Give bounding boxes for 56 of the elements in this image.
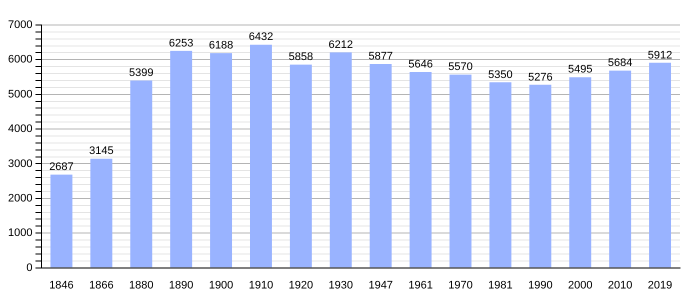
data-label: 5399: [129, 67, 154, 80]
bar: [170, 50, 192, 268]
y-tick-label: 0: [26, 262, 32, 274]
y-tick-label: 3000: [8, 158, 32, 170]
x-tick-label: 1961: [408, 279, 433, 292]
y-tick-label: 2000: [8, 192, 32, 204]
bar: [330, 52, 352, 268]
bar: [649, 62, 672, 268]
x-tick-label: 1866: [89, 279, 114, 292]
bar: [410, 72, 432, 268]
bar: [569, 77, 592, 268]
x-tick-label: 2010: [608, 279, 632, 292]
bar: [130, 80, 152, 268]
bar: [210, 53, 232, 268]
data-label: 2687: [49, 161, 74, 174]
data-label: 6253: [168, 37, 194, 50]
data-label: 5646: [408, 58, 433, 70]
x-tick-label: 1970: [448, 279, 473, 292]
bar: [489, 82, 512, 268]
x-tick-label: 1990: [528, 279, 553, 292]
y-tick-label: 5000: [8, 88, 32, 100]
data-label: 6432: [248, 31, 274, 44]
bar: [290, 64, 312, 268]
x-tick-label: 1900: [208, 279, 234, 292]
bar: [370, 64, 392, 268]
data-label: 5912: [648, 49, 672, 62]
bar: [450, 74, 472, 268]
data-label: 5570: [448, 61, 473, 74]
x-tick-label: 1930: [328, 279, 354, 292]
x-tick-label: 1880: [129, 279, 154, 292]
x-tick-label: 1910: [248, 279, 274, 292]
data-label: 3145: [89, 145, 114, 158]
data-label: 6188: [208, 40, 234, 52]
data-label: 6212: [328, 38, 354, 51]
data-label: 5350: [488, 68, 513, 81]
bar: [90, 158, 112, 268]
x-tick-label: 1981: [488, 279, 513, 292]
x-tick-label: 1947: [368, 279, 393, 292]
data-label: 5877: [368, 50, 393, 62]
x-tick-label: 1890: [168, 279, 194, 292]
y-tick-label: 1000: [8, 227, 32, 240]
bar: [609, 70, 632, 268]
data-label: 5276: [528, 71, 553, 84]
bar: [529, 84, 552, 268]
y-tick-label: 7000: [8, 19, 32, 32]
y-tick-label: 6000: [8, 54, 32, 66]
y-tick-label: 4000: [8, 123, 32, 136]
data-label: 5684: [608, 57, 632, 70]
x-tick-label: 2000: [568, 279, 592, 292]
bar: [250, 44, 272, 268]
bar: [50, 174, 72, 268]
x-tick-label: 2019: [648, 279, 672, 292]
x-tick-label: 1846: [49, 279, 74, 292]
data-label: 5858: [288, 51, 314, 64]
data-label: 5495: [568, 64, 592, 76]
x-tick-label: 1920: [288, 279, 314, 292]
